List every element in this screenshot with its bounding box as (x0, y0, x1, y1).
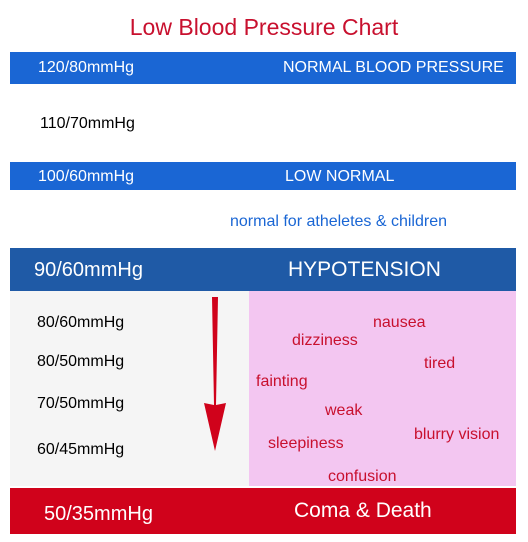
symptom-blurry-vision: blurry vision (414, 426, 500, 443)
symptom-fainting: fainting (256, 373, 308, 390)
coma-death-value: 50/35mmHg (44, 503, 153, 525)
symptom-dizziness: dizziness (292, 332, 358, 349)
low-normal-value: 100/60mmHg (38, 168, 135, 185)
value-80-60: 80/60mmHg (37, 314, 125, 331)
hypotension-band: 90/60mmHg HYPOTENSION (10, 248, 516, 291)
symptom-sleepiness: sleepiness (268, 435, 344, 452)
symptom-nausea: nausea (373, 314, 426, 331)
athletes-note: normal for atheletes & children (230, 213, 447, 230)
coma-death-label: Coma & Death (294, 499, 432, 522)
value-70-50: 70/50mmHg (37, 395, 125, 412)
normal-band: 120/80mmHg NORMAL BLOOD PRESSURE (10, 52, 516, 84)
value-80-50: 80/50mmHg (37, 353, 125, 370)
symptoms-panel: nausea dizziness tired fainting weak blu… (249, 291, 516, 486)
low-normal-label: LOW NORMAL (285, 168, 395, 185)
hypotension-value: 90/60mmHg (34, 259, 143, 281)
value-110-70: 110/70mmHg (40, 115, 135, 132)
normal-label: NORMAL BLOOD PRESSURE (283, 59, 504, 76)
low-normal-band: 100/60mmHg LOW NORMAL (10, 162, 516, 190)
lower-values-panel: 80/60mmHg 80/50mmHg 70/50mmHg 60/45mmHg (10, 291, 249, 486)
chart-title: Low Blood Pressure Chart (129, 14, 399, 40)
value-60-45: 60/45mmHg (37, 441, 125, 458)
symptom-tired: tired (424, 355, 456, 372)
symptom-confusion: confusion (328, 468, 397, 485)
normal-value: 120/80mmHg (38, 59, 135, 76)
coma-death-band: 50/35mmHg Coma & Death (10, 488, 516, 534)
down-arrow-icon (204, 297, 226, 451)
hypotension-label: HYPOTENSION (288, 258, 441, 281)
symptom-weak: weak (325, 402, 363, 419)
